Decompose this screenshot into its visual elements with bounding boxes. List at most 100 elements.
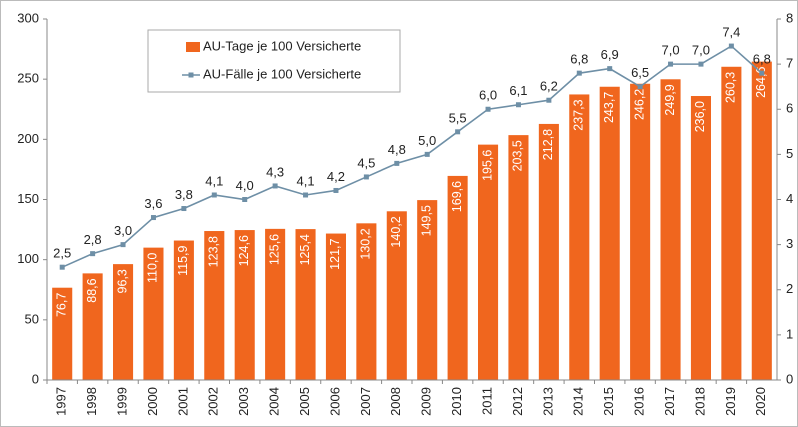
- bar: [690, 96, 711, 380]
- bar: [173, 240, 194, 380]
- y2-tick-label: 0: [786, 371, 793, 386]
- y2-tick-label: 8: [786, 10, 793, 25]
- bar-value-label: 243,7: [602, 92, 616, 123]
- bar: [143, 247, 164, 380]
- line-marker: [728, 43, 734, 49]
- line-marker: [211, 192, 217, 198]
- x-tick-label: 2001: [175, 387, 190, 416]
- x-tick-label: 2015: [601, 387, 616, 416]
- bar: [295, 229, 316, 380]
- bar: [569, 94, 590, 380]
- line-value-label: 2,5: [53, 246, 71, 261]
- bar: [265, 228, 286, 380]
- x-tick-label: 2014: [571, 387, 586, 416]
- y2-tick-label: 6: [786, 101, 793, 116]
- bar-value-label: 121,7: [328, 239, 342, 270]
- line-marker: [59, 264, 65, 270]
- x-tick-label: 1997: [54, 387, 69, 416]
- bar: [508, 135, 529, 380]
- y2-tick-label: 3: [786, 236, 793, 251]
- x-tick-label: 2017: [662, 387, 677, 416]
- bar-value-label: 123,8: [207, 236, 221, 267]
- bar-value-label: 88,6: [85, 278, 99, 302]
- bar-value-label: 212,8: [541, 129, 555, 160]
- line-value-label: 3,0: [114, 223, 132, 238]
- bar-value-label: 264,6: [754, 67, 768, 98]
- x-tick-label: 2000: [145, 387, 160, 416]
- bar-value-label: 203,5: [511, 140, 525, 171]
- bar-value-label: 149,5: [420, 205, 434, 236]
- line-value-label: 6,2: [540, 79, 558, 94]
- bar: [113, 264, 134, 380]
- x-tick-label: 2012: [510, 387, 525, 416]
- bar: [478, 144, 499, 380]
- bar-value-label: 260,3: [724, 72, 738, 103]
- y-tick-label: 50: [25, 311, 39, 326]
- line-value-label: 4,3: [266, 164, 284, 179]
- line-value-label: 6,0: [479, 88, 497, 103]
- bar: [447, 175, 468, 380]
- line-value-label: 7,0: [692, 43, 710, 58]
- bar: [325, 233, 346, 380]
- bar-value-label: 76,7: [55, 293, 69, 317]
- line-value-label: 4,5: [357, 155, 375, 170]
- x-tick-label: 2010: [449, 387, 464, 416]
- x-tick-label: 2006: [327, 387, 342, 416]
- bar-value-label: 115,9: [176, 245, 190, 275]
- y2-tick-label: 7: [786, 56, 793, 71]
- legend-box: [147, 29, 401, 93]
- bar: [417, 200, 438, 380]
- x-tick-label: 2011: [479, 387, 494, 415]
- bar: [538, 123, 559, 380]
- x-tick-label: 2002: [206, 387, 221, 416]
- bar-value-label: 169,6: [450, 181, 464, 212]
- bar-value-label: 236,0: [693, 101, 707, 132]
- y-tick-label: 150: [17, 191, 39, 206]
- line-marker: [303, 192, 309, 198]
- bar-value-label: 110,0: [146, 253, 160, 283]
- y-tick-label: 200: [17, 131, 39, 146]
- line-value-label: 2,8: [84, 232, 102, 247]
- line-marker: [333, 187, 339, 193]
- bar-value-label: 125,6: [267, 234, 281, 265]
- bar-value-label: 96,3: [115, 269, 129, 293]
- y2-tick-label: 2: [786, 281, 793, 296]
- bar: [234, 230, 255, 380]
- x-tick-label: 2007: [358, 387, 373, 416]
- x-tick-label: 2016: [632, 387, 647, 416]
- bar-value-label: 130,2: [359, 228, 373, 259]
- x-tick-label: 2003: [236, 387, 251, 416]
- line-value-label: 5,0: [418, 133, 436, 148]
- bar-value-label: 124,6: [237, 235, 251, 266]
- line-marker: [455, 129, 461, 135]
- bar-value-label: 249,9: [663, 84, 677, 115]
- legend-label: AU-Fälle je 100 Versicherte: [203, 66, 361, 81]
- x-tick-label: 2013: [540, 387, 555, 416]
- line-marker: [394, 160, 400, 166]
- line-marker: [90, 251, 96, 257]
- bar: [52, 287, 73, 380]
- x-tick-label: 1999: [114, 387, 129, 416]
- line-value-label: 4,1: [205, 173, 223, 188]
- line-value-label: 5,5: [449, 110, 467, 125]
- bar: [751, 61, 772, 381]
- bar: [599, 86, 620, 380]
- x-tick-label: 2018: [692, 387, 707, 416]
- line-marker: [181, 206, 187, 212]
- bar: [204, 231, 225, 380]
- legend-label: AU-Tage je 100 Versicherte: [203, 38, 361, 53]
- line-value-label: 6,9: [601, 47, 619, 62]
- line-marker: [485, 106, 491, 112]
- line-marker: [637, 84, 643, 90]
- y2-tick-label: 5: [786, 146, 793, 161]
- line-value-label: 6,1: [509, 83, 527, 98]
- bar: [630, 83, 651, 381]
- legend: AU-Tage je 100 Versicherte AU-Fälle je 10…: [147, 29, 401, 93]
- line: [61, 45, 763, 268]
- line-marker: [546, 97, 552, 103]
- x-tick-label: 2004: [267, 387, 282, 416]
- line-marker: [363, 174, 369, 180]
- y-tick-label: 0: [32, 371, 39, 386]
- y-tick-label: 100: [17, 251, 39, 266]
